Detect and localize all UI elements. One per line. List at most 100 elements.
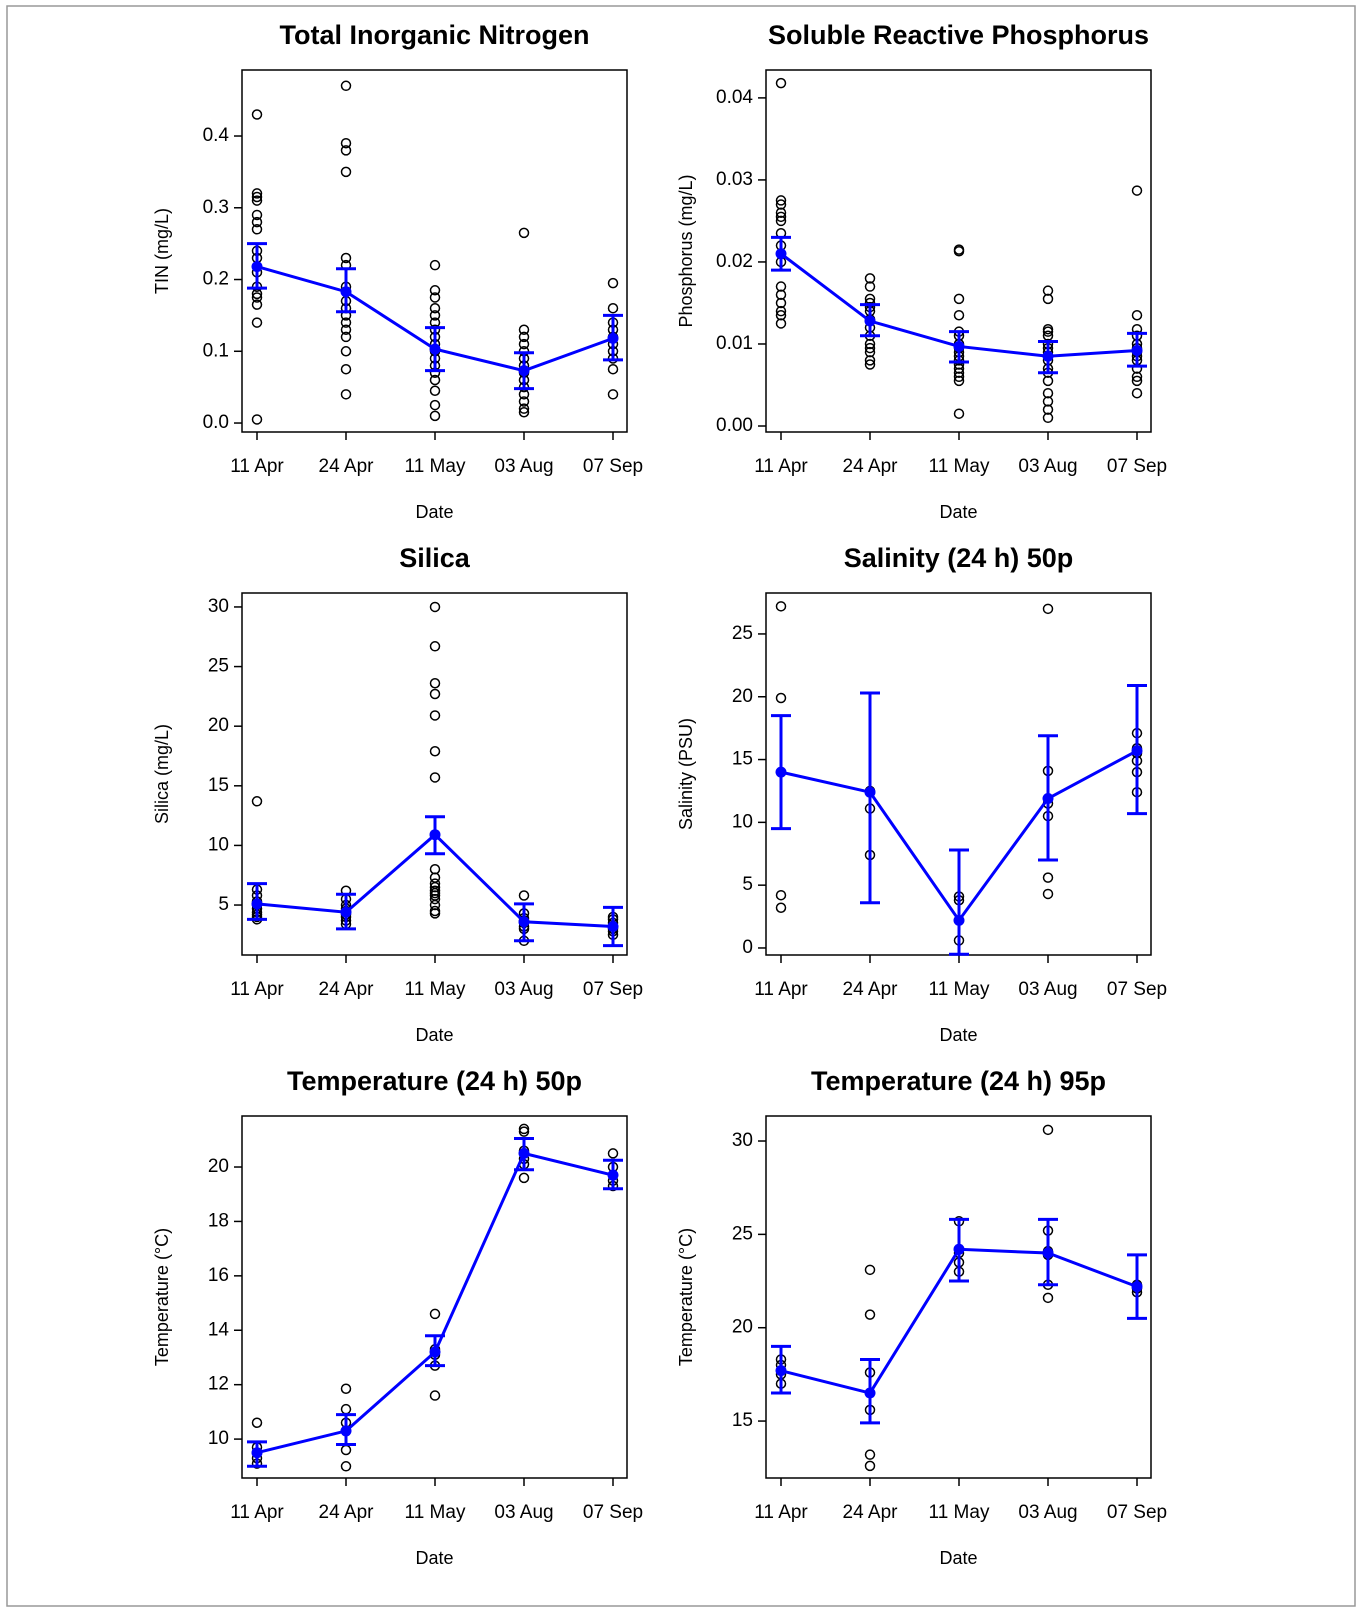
observation	[953, 293, 965, 305]
x-tick-label: 24 Apr	[843, 1502, 899, 1523]
observation	[518, 1123, 530, 1135]
x-tick-label: 03 Aug	[1018, 979, 1077, 1000]
observation	[518, 324, 530, 336]
observation	[775, 77, 787, 89]
x-tick-label: 03 Aug	[494, 979, 553, 1000]
observation	[864, 355, 876, 366]
y-axis-label: Phosphorus (mg/L)	[676, 174, 696, 327]
mean-point	[518, 1147, 530, 1159]
observation	[518, 396, 530, 407]
mean-point	[1131, 745, 1143, 757]
observation	[429, 259, 441, 271]
mean-point	[607, 1169, 619, 1181]
mean-point	[429, 829, 441, 841]
mean-line	[256, 1151, 614, 1455]
observation	[1042, 872, 1054, 883]
y-axis-label: Temperature (°C)	[152, 1228, 172, 1366]
observation	[340, 324, 352, 336]
observation	[1042, 293, 1054, 305]
observation	[864, 359, 876, 370]
observation	[251, 414, 263, 425]
observation	[775, 215, 787, 227]
mean-point	[775, 1365, 787, 1377]
x-tick-label: 07 Sep	[583, 1502, 643, 1523]
observation	[953, 408, 965, 419]
observation	[607, 1148, 619, 1159]
observation	[251, 317, 263, 328]
observation	[775, 195, 787, 206]
error-bar	[949, 848, 969, 956]
observation	[1042, 404, 1054, 415]
mean-point	[1042, 1247, 1054, 1259]
chart-title: Salinity (24 h) 50p	[844, 543, 1074, 573]
observation	[607, 302, 619, 314]
x-tick-label: 03 Aug	[494, 456, 553, 477]
x-tick-label: 07 Sep	[1107, 1502, 1167, 1523]
observation	[518, 338, 530, 350]
observation	[251, 292, 263, 303]
observation	[518, 890, 530, 901]
observation	[1131, 310, 1143, 321]
observation	[864, 1460, 876, 1472]
observation	[864, 1309, 876, 1320]
observation	[518, 227, 530, 239]
y-tick-label: 25	[732, 623, 753, 644]
mean-point	[607, 921, 619, 933]
y-tick-label: 0.4	[203, 125, 230, 146]
mean-point	[953, 340, 965, 352]
mean-point	[251, 1447, 263, 1459]
mean-point	[775, 766, 787, 778]
chart-title: Soluble Reactive Phosphorus	[768, 20, 1149, 50]
observation	[340, 346, 352, 357]
chart-title: Temperature (24 h) 95p	[811, 1066, 1106, 1096]
y-tick-label: 0.01	[716, 333, 753, 354]
y-tick-label: 16	[208, 1265, 229, 1286]
y-tick-label: 0.00	[716, 415, 753, 436]
y-tick-label: 5	[742, 874, 753, 895]
observation	[429, 385, 441, 396]
chart-title: Total Inorganic Nitrogen	[280, 20, 590, 50]
mean-point	[340, 1425, 352, 1437]
mean-point	[1131, 345, 1143, 357]
observation	[775, 902, 787, 914]
observation	[775, 601, 787, 612]
x-tick-label: 11 Apr	[754, 456, 808, 477]
observation	[953, 371, 965, 383]
observation	[340, 1444, 352, 1456]
observation	[1042, 285, 1054, 296]
observation	[1131, 371, 1143, 383]
y-tick-label: 25	[208, 656, 229, 677]
observation	[953, 246, 965, 257]
observation	[429, 710, 441, 721]
observation	[1042, 387, 1054, 399]
x-tick-label: 11 Apr	[754, 979, 808, 1000]
mean-point	[864, 1387, 876, 1399]
x-tick-label: 24 Apr	[319, 979, 375, 1000]
observation	[251, 216, 263, 228]
observation	[340, 252, 352, 264]
mean-point	[775, 248, 787, 260]
observation	[340, 317, 352, 328]
mean-point	[864, 786, 876, 798]
x-tick-label: 11 Apr	[230, 1502, 284, 1523]
y-tick-label: 0.1	[203, 340, 229, 361]
observation	[1042, 412, 1054, 424]
x-tick-label: 07 Sep	[1107, 456, 1167, 477]
chart-title: Silica	[399, 543, 471, 573]
mean-point	[518, 916, 530, 928]
observation	[251, 188, 263, 199]
x-axis-label: Date	[415, 502, 453, 522]
observation	[1131, 375, 1143, 387]
observation	[775, 310, 787, 321]
observation	[775, 889, 787, 901]
x-tick-label: 07 Sep	[583, 979, 643, 1000]
x-tick-label: 11 Apr	[230, 456, 284, 477]
observation	[518, 1126, 530, 1137]
observation	[429, 410, 441, 422]
y-tick-label: 0.04	[716, 87, 753, 108]
observation	[518, 403, 530, 414]
observation	[1042, 396, 1054, 407]
observation	[340, 1403, 352, 1415]
x-tick-label: 07 Sep	[583, 456, 643, 477]
observation	[775, 289, 787, 301]
